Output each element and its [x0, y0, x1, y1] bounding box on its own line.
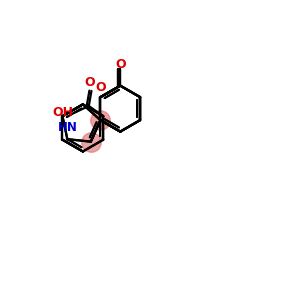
Text: O: O — [115, 58, 126, 71]
Text: OH: OH — [52, 106, 73, 119]
Text: O: O — [96, 81, 106, 94]
Text: HN: HN — [57, 121, 77, 134]
Text: O: O — [85, 76, 95, 89]
